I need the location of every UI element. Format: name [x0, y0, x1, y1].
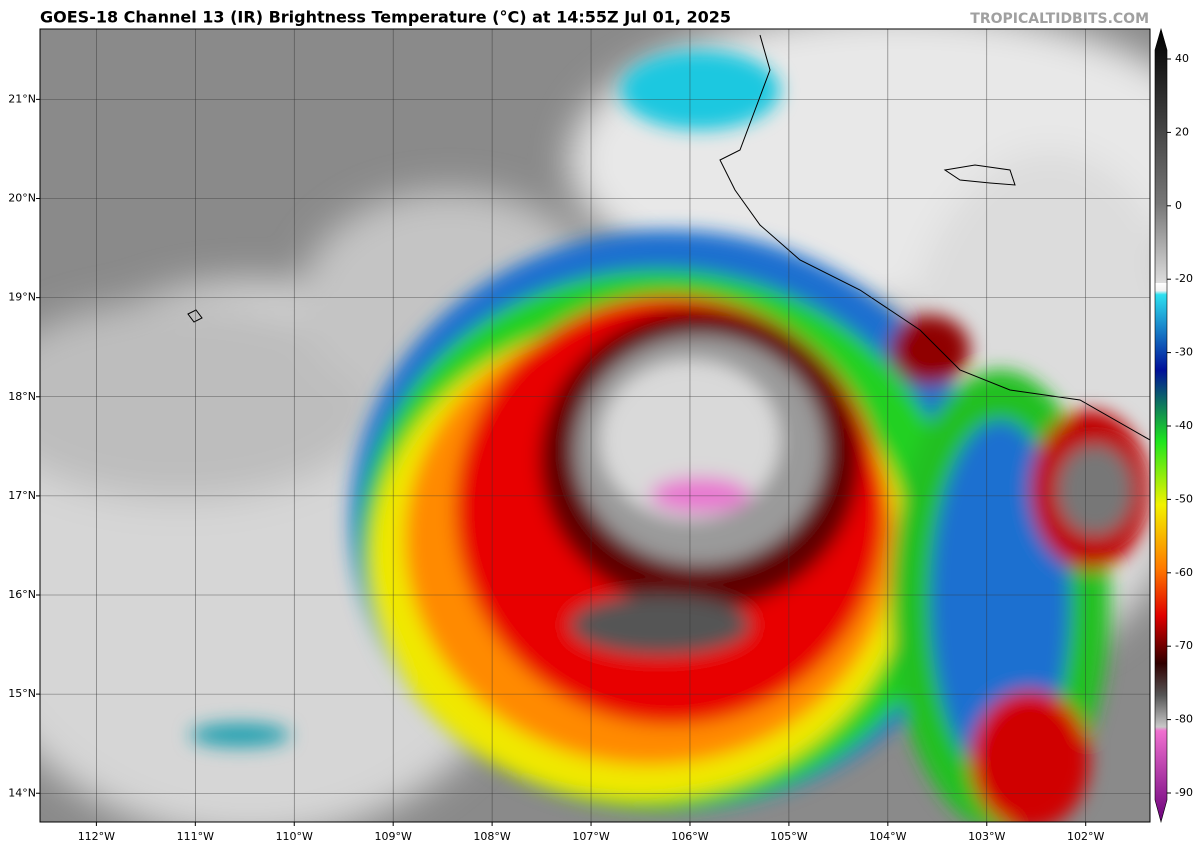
lon-tick-label: 112°W: [78, 830, 115, 843]
colorbar-tick-label: -50: [1175, 492, 1193, 505]
lon-tick-label: 111°W: [177, 830, 214, 843]
lon-tick-label: 103°W: [968, 830, 1005, 843]
lat-tick-label: 17°N: [8, 489, 36, 502]
colorbar-tick-label: 0: [1175, 199, 1182, 212]
lat-tick-label: 16°N: [8, 588, 36, 601]
colorbar-tick-label: -60: [1175, 566, 1193, 579]
lon-tick-label: 105°W: [770, 830, 807, 843]
lon-tick-label: 108°W: [473, 830, 510, 843]
colorbar-tick-label: 40: [1175, 52, 1189, 65]
lon-tick-label: 104°W: [869, 830, 906, 843]
colorbar-tick-label: -70: [1175, 639, 1193, 652]
lat-tick-label: 18°N: [8, 390, 36, 403]
map-frame: [39, 28, 1151, 823]
colorbar-tick-label: -30: [1175, 346, 1193, 359]
colorbar: [1154, 27, 1168, 824]
colorbar-tick-label: -90: [1175, 786, 1193, 799]
lon-tick-label: 106°W: [671, 830, 708, 843]
lon-tick-label: 102°W: [1067, 830, 1104, 843]
lat-tick-label: 20°N: [8, 192, 36, 205]
colorbar-tick-label: -80: [1175, 713, 1193, 726]
lat-tick-label: 19°N: [8, 291, 36, 304]
satellite-image: [40, 29, 1150, 822]
lon-tick-label: 109°W: [374, 830, 411, 843]
lat-tick-label: 21°N: [8, 92, 36, 105]
colorbar-tick-label: -40: [1175, 419, 1193, 432]
lat-tick-label: 15°N: [8, 687, 36, 700]
title: GOES-18 Channel 13 (IR) Brightness Tempe…: [40, 8, 731, 27]
source: TROPICALTIDBITS.COM: [970, 11, 1149, 27]
lon-tick-label: 107°W: [572, 830, 609, 843]
lon-tick-label: 110°W: [276, 830, 313, 843]
colorbar-tick-label: 20: [1175, 125, 1189, 138]
colorbar-tick-label: -20: [1175, 272, 1193, 285]
lat-tick-label: 14°N: [8, 786, 36, 799]
